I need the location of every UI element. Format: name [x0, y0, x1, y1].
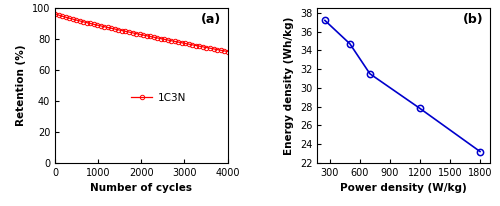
- 1C3N: [214, 48, 220, 51]
- 1C3N: [158, 37, 164, 40]
- 1C3N: [87, 22, 93, 25]
- 1C3N: [168, 40, 174, 42]
- 1C3N: [210, 48, 216, 50]
- 1C3N: [164, 39, 170, 41]
- 1C3N: [73, 19, 79, 21]
- 1C3N: [179, 42, 185, 44]
- 1C3N: [193, 44, 199, 47]
- 1C3N: [66, 17, 72, 19]
- 1C3N: [62, 16, 68, 18]
- 1C3N: [221, 50, 227, 52]
- X-axis label: Power density (W/kg): Power density (W/kg): [340, 183, 467, 193]
- 1C3N: [150, 36, 156, 38]
- 1C3N: [196, 45, 202, 47]
- 1C3N: [224, 50, 230, 53]
- 1C3N: [126, 31, 132, 33]
- 1C3N: [130, 32, 136, 34]
- Text: (b): (b): [462, 13, 483, 26]
- 1C3N: [56, 14, 62, 16]
- 1C3N: [182, 42, 188, 45]
- 1C3N: [122, 30, 128, 33]
- Y-axis label: Energy density (Wh/kg): Energy density (Wh/kg): [284, 16, 294, 155]
- 1C3N: [112, 28, 118, 30]
- 1C3N: [133, 32, 139, 35]
- Text: (a): (a): [200, 13, 220, 26]
- 1C3N: [204, 46, 210, 49]
- 1C3N: [186, 43, 192, 45]
- 1C3N: [218, 49, 224, 52]
- 1C3N: [136, 33, 142, 35]
- 1C3N: [108, 27, 114, 29]
- 1C3N: [94, 24, 100, 26]
- 1C3N: [154, 37, 160, 39]
- Y-axis label: Retention (%): Retention (%): [16, 45, 26, 126]
- X-axis label: Number of cycles: Number of cycles: [90, 183, 192, 193]
- 1C3N: [70, 18, 75, 20]
- 1C3N: [176, 41, 182, 43]
- 1C3N: [147, 35, 153, 38]
- 1C3N: [207, 47, 213, 49]
- 1C3N: [59, 15, 65, 17]
- 1C3N: [161, 38, 167, 41]
- 1C3N: [200, 46, 206, 48]
- 1C3N: [52, 12, 58, 15]
- 1C3N: [80, 21, 86, 23]
- 1C3N: [98, 25, 104, 27]
- 1C3N: [190, 44, 196, 46]
- 1C3N: [119, 29, 125, 32]
- 1C3N: [172, 40, 178, 43]
- 1C3N: [116, 29, 121, 31]
- Line: 1C3N: 1C3N: [53, 11, 230, 54]
- 1C3N: [105, 26, 111, 29]
- 1C3N: [91, 23, 97, 26]
- 1C3N: [102, 26, 107, 28]
- Legend: 1C3N: 1C3N: [127, 89, 190, 107]
- 1C3N: [76, 20, 82, 22]
- 1C3N: [84, 21, 89, 24]
- 1C3N: [140, 34, 146, 36]
- 1C3N: [144, 34, 150, 37]
